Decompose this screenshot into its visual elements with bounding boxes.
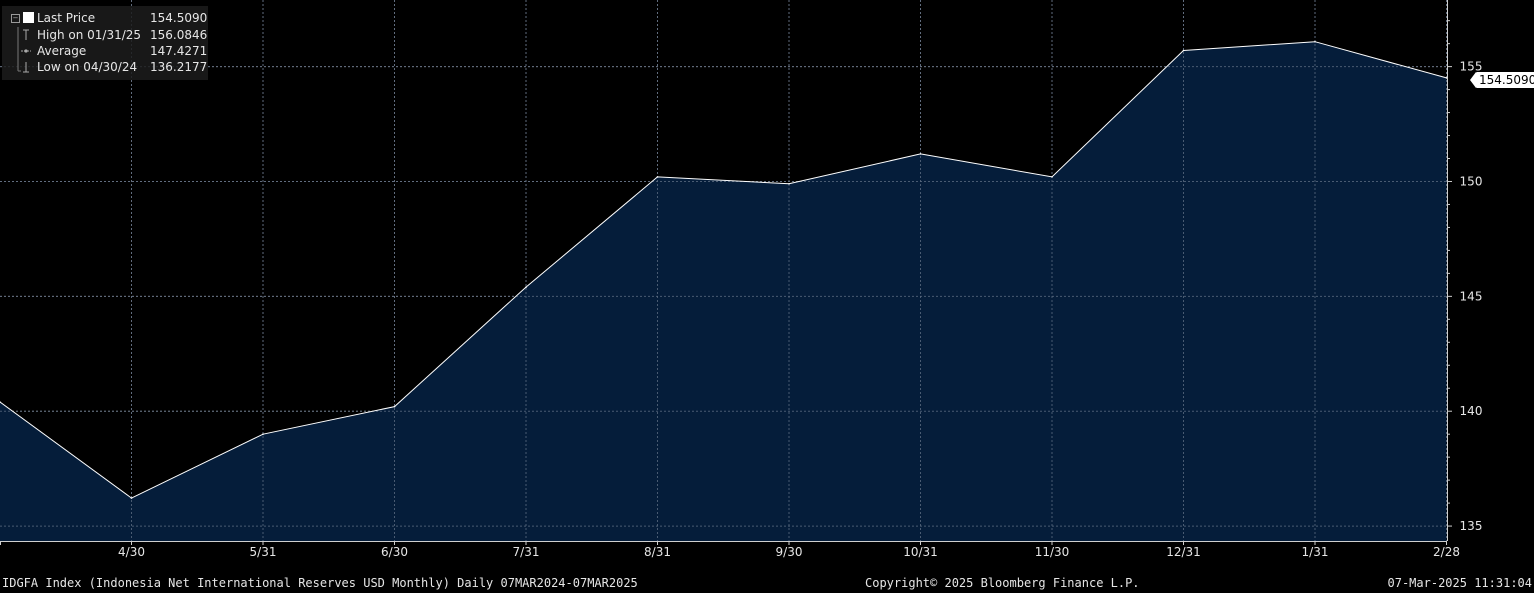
axes: 4/30 5/31 6/30 7/31 8/31 9/30 10/31 11/30 12/31 1… <box>0 0 1482 559</box>
data-point <box>1182 49 1185 52</box>
footer-copyright: Copyright© 2025 Bloomberg Finance L.P. <box>865 576 1140 590</box>
footer-security-description: IDGFA Index (Indonesia Net International… <box>2 576 638 590</box>
legend-average-label: Average <box>37 44 87 58</box>
x-tick-label: 1/31 <box>1302 545 1329 559</box>
data-point <box>130 497 133 499</box>
legend-panel: − Last Price 154.5090 High on 01/31/25 1… <box>2 6 208 80</box>
series-line <box>0 41 1447 499</box>
data-point <box>1314 40 1316 43</box>
data-point <box>919 153 922 155</box>
footer-timestamp: 07-Mar-2025 11:31:04 <box>1387 576 1533 590</box>
data-point <box>1051 176 1053 178</box>
legend-high-label: High on 01/31/25 <box>37 28 142 42</box>
y-tick-label: 145 <box>1460 289 1483 303</box>
x-tick-label: 10/31 <box>903 545 938 559</box>
data-point <box>788 182 790 185</box>
y-tick-label: 155 <box>1460 60 1483 74</box>
legend-row-low: Low on 04/30/24 136.2177 <box>2 59 208 75</box>
collapse-toggle-icon[interactable]: − <box>11 14 20 23</box>
y-tick-label: 140 <box>1460 404 1483 418</box>
data-point <box>656 176 659 178</box>
data-point <box>0 401 1 403</box>
data-point <box>525 286 527 288</box>
x-tick-label: 11/30 <box>1035 545 1070 559</box>
x-tick-label: 9/30 <box>776 545 803 559</box>
x-tick-label: 12/31 <box>1166 545 1201 559</box>
data-point <box>1445 77 1448 79</box>
average-marker-icon <box>17 43 31 59</box>
y-tick-label: 135 <box>1460 519 1483 533</box>
legend-average-value: 147.4271 <box>150 44 208 58</box>
y-tick-label: 150 <box>1460 174 1483 188</box>
legend-row-average: Average 147.4271 <box>2 43 208 59</box>
legend-row-high: High on 01/31/25 156.0846 <box>2 27 208 43</box>
x-tick-label: 6/30 <box>381 545 408 559</box>
legend-high-value: 156.0846 <box>150 28 208 42</box>
series-area <box>0 41 1447 541</box>
x-tick-label: 8/31 <box>644 545 671 559</box>
high-marker-icon <box>17 27 29 43</box>
last-price-tag: 154.5090 <box>1469 72 1534 88</box>
data-point <box>262 433 264 435</box>
series-layer <box>0 0 1448 541</box>
legend-last-price-label: Last Price <box>37 11 96 25</box>
x-tick-label: 5/31 <box>250 545 277 559</box>
low-marker-icon <box>17 59 29 73</box>
legend-last-price-value: 154.5090 <box>150 11 208 25</box>
legend-low-value: 136.2177 <box>150 60 208 74</box>
x-tick-label: 2/28 <box>1433 545 1460 559</box>
legend-low-label: Low on 04/30/24 <box>37 60 138 74</box>
series-swatch-icon <box>23 12 34 23</box>
legend-row-last-price: − Last Price 154.5090 <box>2 10 208 26</box>
x-tick-label: 4/30 <box>118 545 145 559</box>
x-tick-label: 7/31 <box>513 545 540 559</box>
data-point <box>393 405 396 408</box>
